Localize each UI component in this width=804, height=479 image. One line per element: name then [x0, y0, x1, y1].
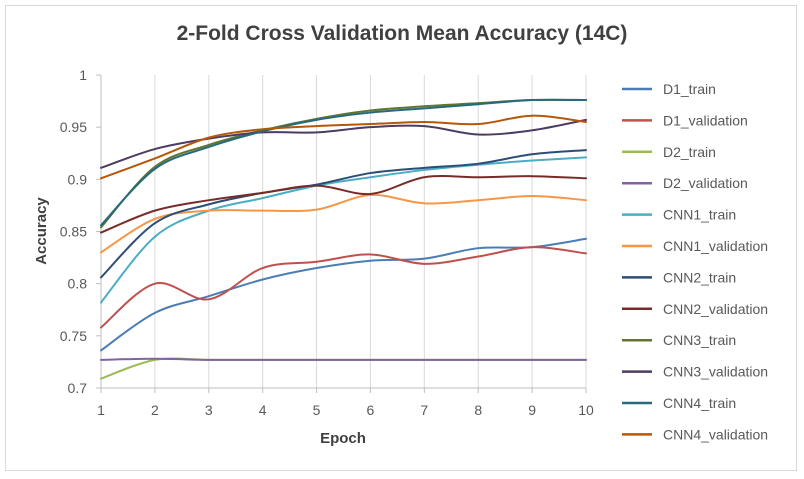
series-line-cnn3-validation [100, 118, 587, 169]
x-tick-label: 8 [474, 402, 482, 418]
x-tick-label: 6 [367, 402, 375, 418]
legend-label-cnn2-validation: CNN2_validation [663, 301, 768, 317]
x-tick-label: 10 [578, 402, 594, 418]
x-tick-label: 1 [97, 402, 105, 418]
legend-label-d2-train: D2_train [663, 144, 716, 160]
x-tick-label: 3 [205, 402, 213, 418]
y-tick-label: 0.9 [68, 171, 88, 187]
series-line-cnn2-train [100, 149, 587, 279]
y-tick-label: 0.8 [68, 276, 88, 292]
series-line-d2-validation [100, 357, 587, 361]
x-tick-label: 7 [420, 402, 428, 418]
legend-label-cnn1-validation: CNN1_validation [663, 238, 768, 254]
series-line-d2-train [100, 357, 587, 380]
x-tick-label: 2 [151, 402, 159, 418]
legend-label-d1-train: D1_train [663, 81, 716, 97]
series-line-cnn4-validation [100, 114, 587, 180]
series-line-cnn1-train [100, 156, 587, 304]
axes: 0.7 0.75 0.8 0.85 0.9 0.95 1 1 2 3 4 5 6 7 8 9 10 [60, 67, 594, 418]
x-tick-label: 5 [313, 402, 321, 418]
grid-lines [154, 75, 587, 388]
y-tick-label: 0.95 [60, 119, 87, 135]
x-axis-label: Epoch [320, 430, 366, 447]
legend-label-cnn4-train: CNN4_train [663, 395, 736, 411]
legend-label-cnn1-train: CNN1_train [663, 207, 736, 223]
y-tick-label: 0.75 [60, 328, 87, 344]
series-line-d1-train [100, 237, 587, 352]
y-tick-label: 0.85 [60, 224, 87, 240]
legend-label-cnn2-train: CNN2_train [663, 269, 736, 285]
chart-title: 2-Fold Cross Validation Mean Accuracy (1… [176, 22, 628, 45]
series-lines [100, 98, 587, 380]
y-tick-label: 1 [79, 67, 87, 83]
series-line-d1-validation [100, 246, 587, 329]
y-tick-label: 0.7 [68, 380, 88, 396]
x-tick-label: 4 [259, 402, 267, 418]
legend-label-d2-validation: D2_validation [663, 175, 748, 191]
y-axis-label: Accuracy [33, 197, 50, 265]
legend-label-cnn3-validation: CNN3_validation [663, 364, 768, 380]
legend: D1_train D1_validation D2_train D2_validati… [622, 81, 768, 442]
legend-label-d1-validation: D1_validation [663, 112, 748, 128]
series-line-cnn2-validation [100, 175, 587, 234]
series-line-cnn4-train [100, 98, 587, 227]
x-tick-label: 9 [528, 402, 536, 418]
legend-label-cnn4-validation: CNN4_validation [663, 426, 768, 442]
legend-label-cnn3-train: CNN3_train [663, 332, 736, 348]
series-line-cnn1-validation [100, 193, 587, 254]
